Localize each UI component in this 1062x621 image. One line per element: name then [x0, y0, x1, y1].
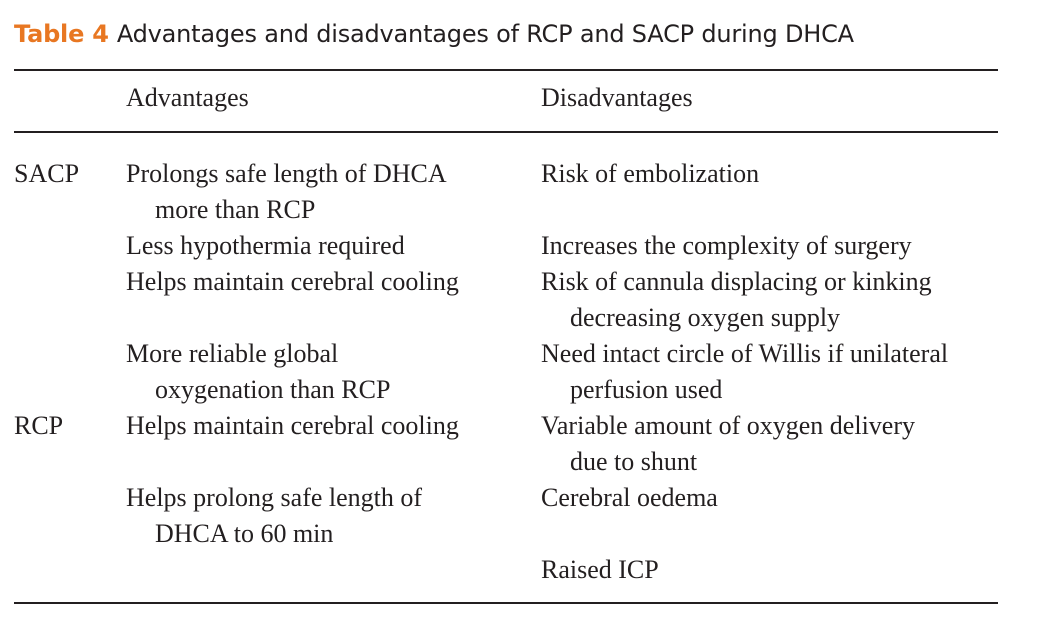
disadvantage-line-continued: perfusion used	[570, 375, 723, 404]
advantage-line: Helps maintain cerebral cooling	[126, 267, 459, 296]
table-title: Advantages and disadvantages of RCP and …	[116, 20, 854, 48]
disadvantage-line: Increases the complexity of surgery	[541, 231, 912, 260]
header-disadvantages: Disadvantages	[541, 83, 693, 112]
group-label-rcp: RCP	[14, 411, 64, 440]
advantage-line: Helps maintain cerebral cooling	[126, 411, 459, 440]
disadvantage-item: Cerebral oedema	[541, 480, 1001, 516]
disadvantage-line: Cerebral oedema	[541, 483, 718, 512]
disadvantage-line-continued: due to shunt	[570, 447, 698, 476]
advantage-line-continued: DHCA to 60 min	[155, 519, 334, 548]
advantage-line: More reliable global	[126, 339, 339, 368]
advantage-item: Less hypothermia required	[126, 228, 526, 264]
advantage-line-continued: more than RCP	[155, 195, 316, 224]
advantage-line: Prolongs safe length of DHCA	[126, 159, 447, 188]
group-label-sacp: SACP	[14, 159, 80, 188]
advantage-item: More reliable global oxygenation than RC…	[126, 336, 526, 408]
disadvantage-line: Risk of cannula displacing or kinking	[541, 267, 932, 296]
disadvantage-item: Need intact circle of Willis if unilater…	[541, 336, 1001, 408]
advantage-item: Helps maintain cerebral cooling	[126, 408, 526, 444]
advantage-item: Helps prolong safe length of DHCA to 60 …	[126, 480, 526, 552]
disadvantage-item: Raised ICP	[541, 552, 1001, 588]
advantage-item: Helps maintain cerebral cooling	[126, 264, 526, 300]
advantage-line: Helps prolong safe length of	[126, 483, 423, 512]
advantage-line: Less hypothermia required	[126, 231, 405, 260]
header-advantages: Advantages	[126, 83, 249, 112]
top-rule	[14, 69, 998, 71]
disadvantage-line: Variable amount of oxygen delivery	[541, 411, 915, 440]
disadvantage-item: Variable amount of oxygen delivery due t…	[541, 408, 1001, 480]
disadvantage-item: Increases the complexity of surgery	[541, 228, 1001, 264]
table-caption: Table 4 Advantages and disadvantages of R…	[14, 20, 854, 48]
disadvantage-line: Risk of embolization	[541, 159, 760, 188]
disadvantage-item: Risk of cannula displacing or kinking de…	[541, 264, 1001, 336]
disadvantage-line: Need intact circle of Willis if unilater…	[541, 339, 949, 368]
disadvantage-item: Risk of embolization	[541, 156, 1001, 192]
table-number: Table 4	[14, 20, 109, 48]
advantage-line-continued: oxygenation than RCP	[155, 375, 391, 404]
advantage-item: Prolongs safe length of DHCA more than R…	[126, 156, 526, 228]
disadvantage-line: Raised ICP	[541, 555, 659, 584]
bottom-rule	[14, 602, 998, 604]
header-rule	[14, 131, 998, 133]
disadvantage-line-continued: decreasing oxygen supply	[570, 303, 841, 332]
